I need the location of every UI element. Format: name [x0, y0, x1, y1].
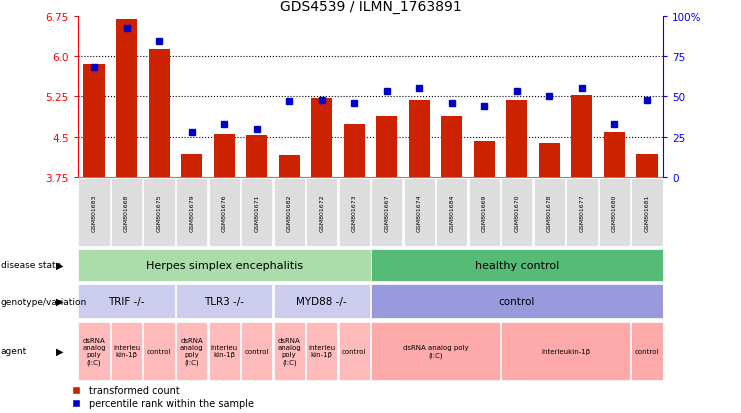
FancyBboxPatch shape — [599, 179, 630, 247]
Text: ▶: ▶ — [56, 297, 63, 306]
Text: GSM801681: GSM801681 — [645, 194, 649, 231]
FancyBboxPatch shape — [566, 179, 597, 247]
FancyBboxPatch shape — [469, 179, 500, 247]
Text: control: control — [499, 297, 535, 306]
Text: disease state: disease state — [1, 261, 61, 270]
FancyBboxPatch shape — [534, 179, 565, 247]
Bar — [409, 100, 430, 178]
Text: GSM801669: GSM801669 — [482, 194, 487, 231]
FancyBboxPatch shape — [79, 285, 175, 318]
FancyBboxPatch shape — [436, 179, 468, 247]
FancyBboxPatch shape — [339, 179, 370, 247]
Bar — [84, 65, 104, 178]
Legend: transformed count, percentile rank within the sample: transformed count, percentile rank withi… — [72, 385, 254, 408]
Text: healthy control: healthy control — [475, 260, 559, 271]
FancyBboxPatch shape — [631, 179, 662, 247]
Text: agent: agent — [1, 347, 27, 356]
Text: dsRNA
analog
poly
(I:C): dsRNA analog poly (I:C) — [82, 337, 106, 365]
Text: TRIF -/-: TRIF -/- — [108, 297, 144, 306]
Text: dsRNA
analog
poly
(I:C): dsRNA analog poly (I:C) — [277, 337, 301, 365]
Text: GSM801682: GSM801682 — [287, 194, 292, 231]
Text: GSM801678: GSM801678 — [547, 194, 552, 231]
Bar — [637, 154, 657, 178]
FancyBboxPatch shape — [306, 322, 337, 380]
FancyBboxPatch shape — [176, 179, 207, 247]
FancyBboxPatch shape — [79, 179, 110, 247]
FancyBboxPatch shape — [144, 179, 175, 247]
Text: GSM801667: GSM801667 — [385, 194, 389, 231]
Text: GSM801684: GSM801684 — [449, 194, 454, 231]
Bar — [181, 154, 202, 178]
FancyBboxPatch shape — [631, 322, 662, 380]
Text: GSM801677: GSM801677 — [579, 194, 585, 231]
FancyBboxPatch shape — [79, 322, 110, 380]
FancyBboxPatch shape — [176, 285, 272, 318]
Bar — [148, 50, 170, 178]
Bar — [571, 95, 593, 178]
Text: dsRNA
analog
poly
(I:C): dsRNA analog poly (I:C) — [180, 337, 204, 365]
FancyBboxPatch shape — [371, 179, 402, 247]
Title: GDS4539 / ILMN_1763891: GDS4539 / ILMN_1763891 — [279, 0, 462, 14]
FancyBboxPatch shape — [111, 179, 142, 247]
Bar — [473, 142, 495, 178]
FancyBboxPatch shape — [273, 285, 370, 318]
Text: GSM801672: GSM801672 — [319, 194, 325, 231]
FancyBboxPatch shape — [176, 322, 207, 380]
Text: control: control — [342, 348, 367, 354]
Text: interleu
kin-1β: interleu kin-1β — [308, 344, 335, 358]
FancyBboxPatch shape — [371, 322, 500, 380]
FancyBboxPatch shape — [501, 179, 533, 247]
Text: ▶: ▶ — [56, 260, 63, 271]
FancyBboxPatch shape — [144, 322, 175, 380]
Bar — [279, 156, 300, 178]
Bar — [213, 135, 235, 178]
FancyBboxPatch shape — [370, 249, 663, 281]
FancyBboxPatch shape — [273, 179, 305, 247]
Text: genotype/variation: genotype/variation — [1, 297, 87, 306]
Bar — [311, 99, 332, 178]
Text: dsRNA analog poly
(I:C): dsRNA analog poly (I:C) — [402, 344, 468, 358]
Text: GSM801670: GSM801670 — [514, 194, 519, 231]
FancyBboxPatch shape — [208, 179, 240, 247]
Text: ▶: ▶ — [56, 346, 63, 356]
FancyBboxPatch shape — [208, 322, 240, 380]
Bar — [539, 144, 560, 178]
Bar — [344, 125, 365, 178]
FancyBboxPatch shape — [273, 322, 305, 380]
Text: control: control — [635, 348, 659, 354]
Text: GSM801675: GSM801675 — [156, 194, 162, 231]
Text: MYD88 -/-: MYD88 -/- — [296, 297, 347, 306]
Text: GSM801671: GSM801671 — [254, 194, 259, 231]
Text: GSM801679: GSM801679 — [189, 194, 194, 231]
FancyBboxPatch shape — [78, 249, 370, 281]
Bar — [376, 117, 397, 178]
FancyBboxPatch shape — [339, 322, 370, 380]
Bar — [604, 133, 625, 178]
FancyBboxPatch shape — [371, 285, 662, 318]
Text: control: control — [245, 348, 269, 354]
FancyBboxPatch shape — [404, 179, 435, 247]
Text: GSM801668: GSM801668 — [124, 194, 129, 231]
Text: interleukin-1β: interleukin-1β — [541, 348, 590, 354]
Text: Herpes simplex encephalitis: Herpes simplex encephalitis — [145, 260, 303, 271]
Text: interleu
kin-1β: interleu kin-1β — [113, 344, 140, 358]
Text: GSM801683: GSM801683 — [92, 194, 96, 231]
Bar — [441, 117, 462, 178]
Bar — [506, 100, 528, 178]
Text: GSM801676: GSM801676 — [222, 194, 227, 231]
FancyBboxPatch shape — [241, 322, 272, 380]
Bar — [246, 136, 268, 178]
Text: GSM801673: GSM801673 — [352, 194, 356, 231]
Text: control: control — [147, 348, 171, 354]
FancyBboxPatch shape — [306, 179, 337, 247]
Text: interleu
kin-1β: interleu kin-1β — [210, 344, 238, 358]
Text: TLR3 -/-: TLR3 -/- — [205, 297, 244, 306]
FancyBboxPatch shape — [111, 322, 142, 380]
Text: GSM801680: GSM801680 — [612, 194, 617, 231]
Text: GSM801674: GSM801674 — [416, 194, 422, 231]
FancyBboxPatch shape — [241, 179, 272, 247]
FancyBboxPatch shape — [501, 322, 630, 380]
Bar — [116, 20, 137, 178]
